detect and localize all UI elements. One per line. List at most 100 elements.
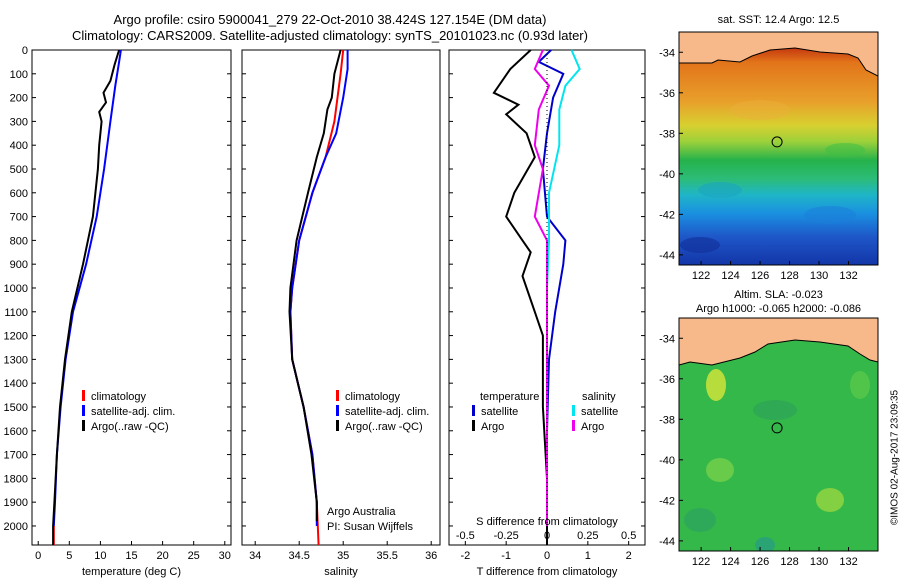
x-tick-label: 1 bbox=[585, 550, 591, 562]
series-line-temperature-argo bbox=[492, 49, 548, 545]
map-y-tick-label: -34 bbox=[659, 333, 675, 345]
y-tick-label: 1700 bbox=[4, 450, 28, 462]
map-y-tick-label: -40 bbox=[659, 455, 675, 467]
sst-map bbox=[679, 32, 878, 265]
y-tick-label: 0 bbox=[22, 45, 28, 57]
legend-climatology: climatology bbox=[345, 391, 401, 403]
legend-satellite-adj: satellite-adj. clim. bbox=[345, 406, 430, 418]
y-tick-label: 900 bbox=[10, 259, 28, 271]
map-y-tick-label: -36 bbox=[659, 374, 675, 386]
argo-float-marker bbox=[771, 136, 783, 148]
y-tick-label: 700 bbox=[10, 212, 28, 224]
plot-title-line2: Climatology: CARS2009. Satellite-adjuste… bbox=[72, 28, 588, 43]
legend-satellite-adj: satellite-adj. clim. bbox=[91, 406, 176, 418]
x-tick-label: 34.5 bbox=[288, 550, 309, 562]
y-tick-label: 2000 bbox=[4, 521, 28, 533]
s-diff-tick-label: 0.25 bbox=[577, 530, 598, 542]
x-tick-label: 25 bbox=[188, 550, 200, 562]
map-y-tick-label: -44 bbox=[659, 536, 675, 548]
map-y-tick-label: -40 bbox=[659, 169, 675, 181]
x-tick-label: 5 bbox=[66, 550, 72, 562]
map-x-tick-label: 122 bbox=[692, 270, 710, 282]
x-tick-label: 10 bbox=[94, 550, 106, 562]
series-line-argo-raw-qc- bbox=[52, 49, 121, 545]
y-tick-label: 300 bbox=[10, 116, 28, 128]
argo-australia-label: Argo Australia bbox=[327, 506, 396, 518]
legend-climatology: climatology bbox=[91, 391, 147, 403]
x-tick-label: 2 bbox=[626, 550, 632, 562]
map-y-tick-label: -42 bbox=[659, 495, 675, 507]
y-tick-label: 500 bbox=[10, 164, 28, 176]
sst-map-title: sat. SST: 12.4 Argo: 12.5 bbox=[717, 14, 840, 26]
legend-argo: Argo(..raw -QC) bbox=[91, 421, 169, 433]
map-y-tick-label: -36 bbox=[659, 88, 675, 100]
map-x-tick-label: 128 bbox=[780, 270, 798, 282]
x-tick-label: 15 bbox=[125, 550, 137, 562]
s-diff-tick-label: -0.5 bbox=[456, 530, 475, 542]
salinity-legend: climatology satellite-adj. clim. Argo(..… bbox=[336, 390, 429, 435]
s-diff-tick-label: -0.25 bbox=[494, 530, 519, 542]
x-tick-label: 35 bbox=[337, 550, 349, 562]
y-tick-label: 600 bbox=[10, 188, 28, 200]
y-tick-label: 1800 bbox=[4, 473, 28, 485]
x-axis-label: salinity bbox=[324, 566, 358, 578]
series-line-temperature-satellite bbox=[537, 49, 567, 526]
x-tick-label: -2 bbox=[460, 550, 470, 562]
map-y-tick-label: -38 bbox=[659, 414, 675, 426]
sla-map-title-line1: Altim. SLA: -0.023 bbox=[734, 289, 823, 301]
series-line-salinity-argo bbox=[533, 49, 551, 526]
map-x-tick-label: 132 bbox=[839, 556, 857, 568]
x-tick-label: 30 bbox=[219, 550, 231, 562]
map-x-tick-label: 122 bbox=[692, 556, 710, 568]
map-x-tick-label: 124 bbox=[721, 270, 739, 282]
y-tick-label: 1600 bbox=[4, 426, 28, 438]
legend-salinity-heading: salinity bbox=[582, 391, 616, 403]
y-tick-label: 800 bbox=[10, 235, 28, 247]
temperature-legend: climatology satellite-adj. clim. Argo(..… bbox=[82, 390, 175, 435]
map-x-tick-label: 126 bbox=[751, 270, 769, 282]
map-x-tick-label: 124 bbox=[721, 556, 739, 568]
copyright-footer: ©IMOS 02-Aug-2017 23:09:35 bbox=[889, 389, 900, 526]
s-diff-tick-label: 0 bbox=[544, 530, 550, 542]
map-y-tick-label: -44 bbox=[659, 250, 675, 262]
series-line-argo-raw-qc- bbox=[288, 49, 342, 522]
y-tick-label: 1300 bbox=[4, 354, 28, 366]
map-y-tick-label: -42 bbox=[659, 209, 675, 221]
y-tick-label: 1200 bbox=[4, 331, 28, 343]
x-tick-label: -1 bbox=[501, 550, 511, 562]
legend-sal-argo: Argo bbox=[581, 421, 605, 433]
legend-sal-satellite: satellite bbox=[581, 406, 619, 418]
plot-title-line1: Argo profile: csiro 5900041_279 22-Oct-2… bbox=[113, 12, 547, 27]
x-tick-label: 20 bbox=[156, 550, 168, 562]
legend-temp-argo: Argo bbox=[481, 421, 505, 433]
map-x-tick-label: 126 bbox=[751, 556, 769, 568]
y-tick-label: 100 bbox=[10, 69, 28, 81]
map-x-tick-label: 132 bbox=[839, 270, 857, 282]
salinity-panel bbox=[241, 49, 441, 546]
s-diff-axis-label: S difference from climatology bbox=[476, 516, 618, 528]
temperature-panel bbox=[31, 49, 232, 546]
x-tick-label: 0 bbox=[544, 550, 550, 562]
map-x-tick-label: 130 bbox=[810, 270, 828, 282]
s-diff-tick-label: 0.5 bbox=[621, 530, 636, 542]
y-tick-label: 1900 bbox=[4, 497, 28, 509]
y-tick-label: 200 bbox=[10, 93, 28, 105]
legend-argo: Argo(..raw -QC) bbox=[345, 421, 423, 433]
x-tick-label: 36 bbox=[425, 550, 437, 562]
sla-map-title-line2: Argo h1000: -0.065 h2000: -0.086 bbox=[695, 303, 862, 315]
map-y-tick-label: -34 bbox=[659, 47, 675, 59]
legend-temp-satellite: satellite bbox=[481, 406, 519, 418]
sla-map bbox=[679, 318, 878, 551]
pi-label: PI: Susan Wijffels bbox=[327, 521, 413, 533]
y-tick-label: 1000 bbox=[4, 283, 28, 295]
y-tick-label: 1500 bbox=[4, 402, 28, 414]
x-tick-label: 35.5 bbox=[376, 550, 397, 562]
argo-float-marker bbox=[771, 422, 783, 434]
x-tick-label: 34 bbox=[249, 550, 261, 562]
y-tick-label: 1100 bbox=[4, 307, 28, 319]
map-x-tick-label: 130 bbox=[810, 556, 828, 568]
legend-temperature-heading: temperature bbox=[480, 391, 540, 403]
x-tick-label: 0 bbox=[35, 550, 41, 562]
x-axis-label: T difference from climatology bbox=[477, 566, 618, 578]
